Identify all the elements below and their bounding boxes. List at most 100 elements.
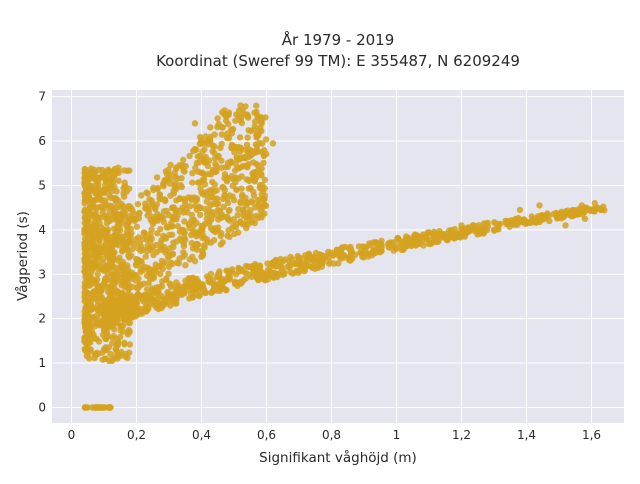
data-point (165, 211, 172, 219)
data-point (309, 256, 316, 264)
data-points (81, 102, 608, 411)
data-point (82, 240, 89, 248)
data-point (118, 348, 125, 356)
data-point (106, 217, 113, 225)
data-point (221, 187, 229, 194)
data-point (146, 245, 153, 253)
data-point (114, 355, 121, 362)
data-point (256, 262, 264, 269)
data-point (357, 249, 364, 256)
data-point (218, 157, 225, 164)
data-point (235, 205, 242, 213)
data-point (111, 305, 119, 312)
data-point (143, 308, 150, 315)
data-point (82, 188, 90, 195)
data-point (198, 137, 205, 144)
data-point (206, 188, 214, 196)
x-tick-label: 1,4 (517, 428, 536, 442)
data-point (598, 206, 605, 214)
data-point (199, 281, 206, 288)
data-point (107, 350, 114, 358)
data-point (98, 244, 105, 251)
data-point (394, 235, 402, 242)
data-point (113, 335, 121, 343)
data-point (244, 134, 251, 141)
data-point (211, 155, 219, 162)
data-point (154, 184, 162, 192)
data-point (243, 217, 251, 225)
data-point (346, 256, 353, 264)
data-point (94, 298, 102, 305)
data-point (446, 227, 453, 234)
data-point (142, 253, 149, 260)
data-point (248, 273, 255, 280)
data-point (256, 184, 263, 191)
data-point (223, 134, 231, 141)
data-point (241, 154, 248, 161)
data-point (180, 229, 187, 236)
data-point (264, 260, 271, 267)
data-point (249, 150, 256, 157)
y-tick-label: 7 (38, 90, 46, 104)
data-point (365, 253, 372, 260)
data-point (212, 160, 219, 167)
data-point (251, 261, 259, 268)
data-point (81, 293, 88, 301)
data-point (248, 212, 255, 219)
data-point (228, 126, 235, 134)
data-point (437, 232, 444, 239)
data-point (238, 119, 246, 127)
data-point (90, 241, 98, 248)
data-point (145, 292, 153, 299)
data-point (97, 195, 104, 202)
y-tick-label: 1 (38, 356, 46, 370)
data-point (129, 207, 136, 214)
data-point (192, 164, 199, 172)
data-point (81, 308, 88, 315)
data-point (123, 206, 130, 213)
data-point (234, 212, 241, 219)
data-point (202, 189, 209, 196)
data-point (83, 220, 90, 227)
data-point (84, 171, 91, 178)
data-point (257, 118, 264, 125)
data-point (164, 254, 172, 261)
data-point (200, 156, 208, 164)
data-point (107, 404, 114, 411)
data-point (113, 188, 120, 195)
data-point (113, 288, 120, 296)
data-point (159, 265, 166, 272)
data-point (190, 216, 198, 224)
data-point (189, 253, 196, 260)
data-point (261, 201, 268, 208)
data-point (461, 233, 468, 240)
data-point (92, 169, 99, 177)
data-point (125, 252, 132, 259)
data-point (83, 404, 90, 411)
data-point (342, 243, 349, 251)
data-point (348, 246, 355, 254)
data-point (182, 262, 189, 269)
data-point (237, 199, 244, 207)
data-point (136, 239, 143, 247)
data-point (176, 195, 183, 202)
data-point (258, 165, 265, 172)
data-point (305, 262, 312, 269)
data-point (157, 196, 164, 203)
data-point (193, 230, 201, 237)
data-point (105, 344, 113, 351)
data-point (133, 223, 141, 230)
data-point (139, 246, 147, 254)
data-point (329, 252, 337, 259)
y-tick-label: 6 (38, 134, 46, 148)
data-point (137, 268, 144, 276)
data-point (282, 256, 289, 263)
data-point (253, 160, 260, 168)
data-point (472, 224, 479, 231)
data-point (110, 250, 118, 257)
data-point (168, 223, 176, 230)
data-point (219, 239, 226, 246)
data-point (193, 240, 201, 248)
data-point (204, 211, 211, 218)
data-point (207, 270, 215, 278)
